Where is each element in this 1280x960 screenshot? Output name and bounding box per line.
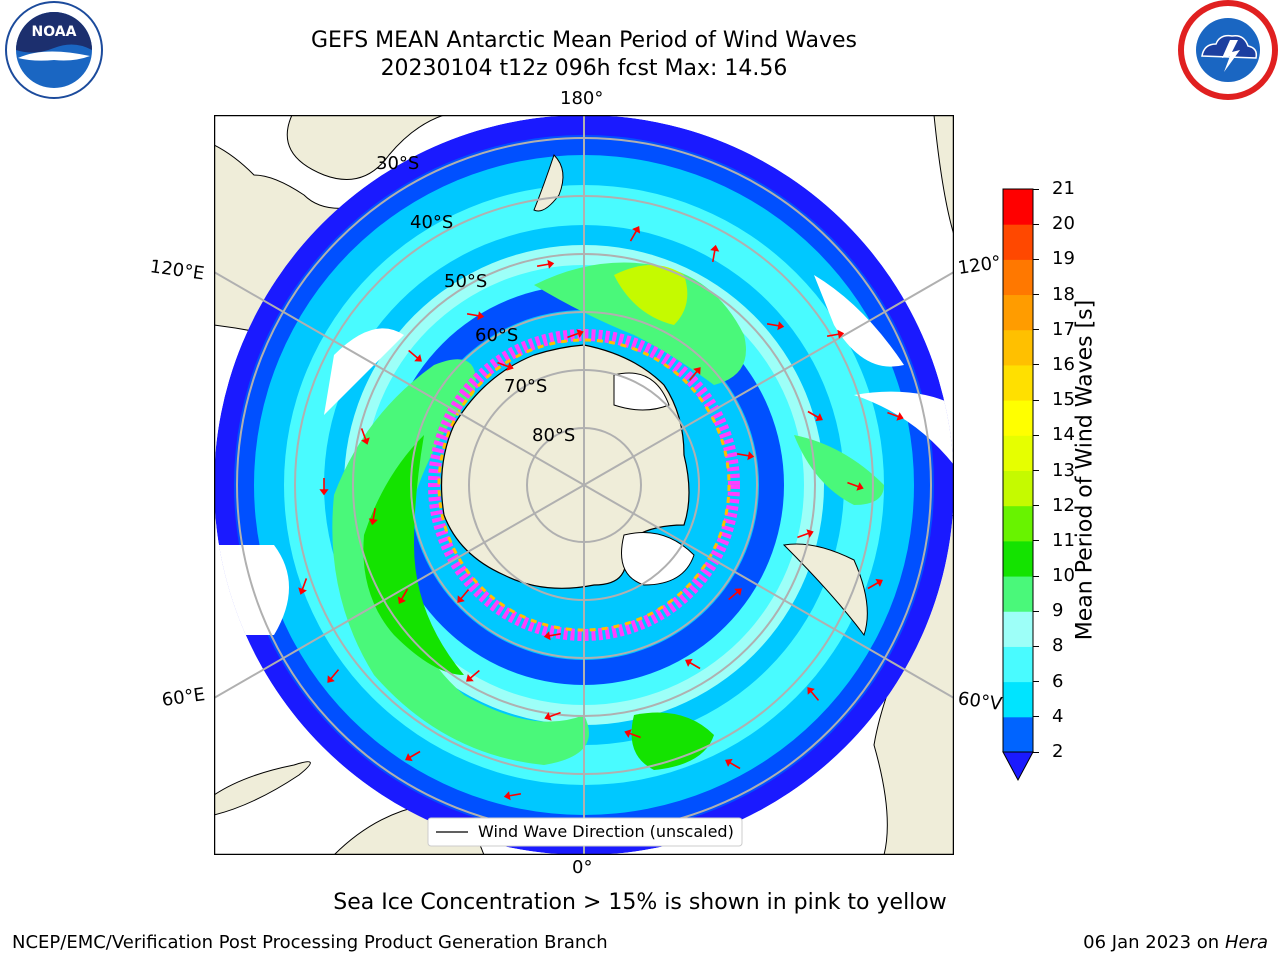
lon-label-180: 180°: [560, 88, 604, 109]
colorbar-tick-label: 21: [1052, 178, 1075, 199]
colorbar-tick-mark: [1033, 223, 1039, 225]
lat-label-70s: 70°S: [504, 376, 547, 397]
colorbar-tick-mark: [1033, 645, 1039, 647]
colorbar-segment: [1003, 364, 1033, 401]
colorbar-segment: [1003, 189, 1033, 225]
lat-label-50s: 50°S: [444, 271, 487, 292]
lon-label-120w: 120°: [956, 252, 1003, 279]
colorbar-tick-mark: [1033, 329, 1039, 331]
lat-label-30s: 30°S: [376, 153, 419, 174]
colorbar-tick-mark: [1033, 470, 1039, 471]
sea-ice-note: Sea Ice Concentration > 15% is shown in …: [333, 890, 947, 915]
lon-label-120e: 120°E: [148, 256, 206, 285]
colorbar-tick-label: 10: [1052, 565, 1075, 587]
colorbar-tick-label: 20: [1052, 213, 1075, 235]
colorbar-segment: [1003, 329, 1033, 366]
colorbar-tick-label: 13: [1052, 459, 1075, 481]
colorbar-segment: [1003, 681, 1033, 718]
colorbar-segment: [1003, 540, 1033, 577]
lat-label-40s: 40°S: [410, 212, 453, 233]
colorbar-segment: [1003, 646, 1033, 683]
colorbar-segment: [1003, 224, 1033, 260]
colorbar-tick-mark: [1033, 399, 1039, 401]
colorbar-tick-mark: [1033, 434, 1039, 436]
colorbar-tick-label: 19: [1052, 248, 1075, 270]
colorbar-tick-mark: [1033, 258, 1039, 260]
colorbar-label: Mean Period of Wind Waves [s]: [1072, 299, 1098, 641]
colorbar-segment: [1003, 435, 1033, 471]
antarctic-wave-period-map: 30°S 40°S 50°S 60°S 70°S 80°S Wind Wave …: [214, 115, 954, 855]
colorbar-tick-mark: [1033, 751, 1039, 753]
colorbar-tick-mark: [1033, 505, 1039, 507]
colorbar-tick-label: 18: [1052, 283, 1075, 305]
colorbar-tick-label: 14: [1052, 424, 1075, 446]
noaa-logo-icon: NOAA: [4, 0, 104, 100]
colorbar-tick-label: 4: [1052, 705, 1064, 727]
colorbar-tick-label: 17: [1052, 318, 1075, 340]
colorbar-tick-mark: [1033, 575, 1039, 577]
colorbar-tick-mark: [1033, 716, 1039, 718]
colorbar-tick-label: 12: [1052, 494, 1075, 516]
colorbar-tick-label: 9: [1052, 600, 1064, 622]
lat-label-60s: 60°S: [475, 325, 518, 346]
colorbar-tick-label: 16: [1052, 353, 1075, 375]
footer-date: 06 Jan 2023 on Hera: [1083, 932, 1268, 953]
colorbar-segment: [1003, 400, 1033, 436]
colorbar: [1002, 188, 1034, 782]
footer-credit: NCEP/EMC/Verification Post Processing Pr…: [12, 932, 608, 953]
map-subtitle: 20230104 t12z 096h fcst Max: 14.56: [380, 56, 788, 81]
colorbar-segment: [1003, 576, 1033, 612]
colorbar-tick-mark: [1033, 364, 1039, 366]
map-title: GEFS MEAN Antarctic Mean Period of Wind …: [311, 28, 857, 53]
colorbar-segment: [1003, 716, 1033, 753]
colorbar-segment: [1003, 470, 1033, 507]
footer-host: Hera: [1224, 932, 1268, 953]
colorbar-tick-label: 2: [1052, 741, 1064, 762]
colorbar-tick-label: 15: [1052, 389, 1075, 411]
colorbar-tick-label: 6: [1052, 670, 1064, 692]
lon-label-0: 0°: [572, 857, 593, 878]
legend-label: Wind Wave Direction (unscaled): [478, 822, 734, 841]
colorbar-tick-mark: [1033, 610, 1039, 612]
lat-label-80s: 80°S: [532, 425, 575, 446]
map-frame: [214, 115, 954, 855]
lon-label-60w: 60°V: [956, 688, 1004, 716]
colorbar-segment: [1003, 505, 1033, 542]
colorbar-segment: [1003, 611, 1033, 647]
footer-date-text: 06 Jan 2023 on: [1083, 932, 1220, 953]
wind-wave-direction-arrows: [298, 226, 904, 801]
nws-logo-icon: [1178, 0, 1278, 100]
noaa-logo-text: NOAA: [32, 24, 77, 40]
colorbar-tick-mark: [1033, 188, 1039, 190]
colorbar-tick-mark: [1033, 681, 1039, 683]
colorbar-tick-mark: [1033, 540, 1039, 542]
map-legend: Wind Wave Direction (unscaled): [427, 817, 743, 847]
colorbar-tick-label: 8: [1052, 635, 1064, 657]
colorbar-tick-mark: [1033, 294, 1039, 296]
colorbar-tick-label: 11: [1052, 529, 1075, 551]
colorbar-segment: [1003, 259, 1033, 296]
colorbar-segment: [1003, 294, 1033, 331]
lon-label-60e: 60°E: [160, 684, 207, 711]
